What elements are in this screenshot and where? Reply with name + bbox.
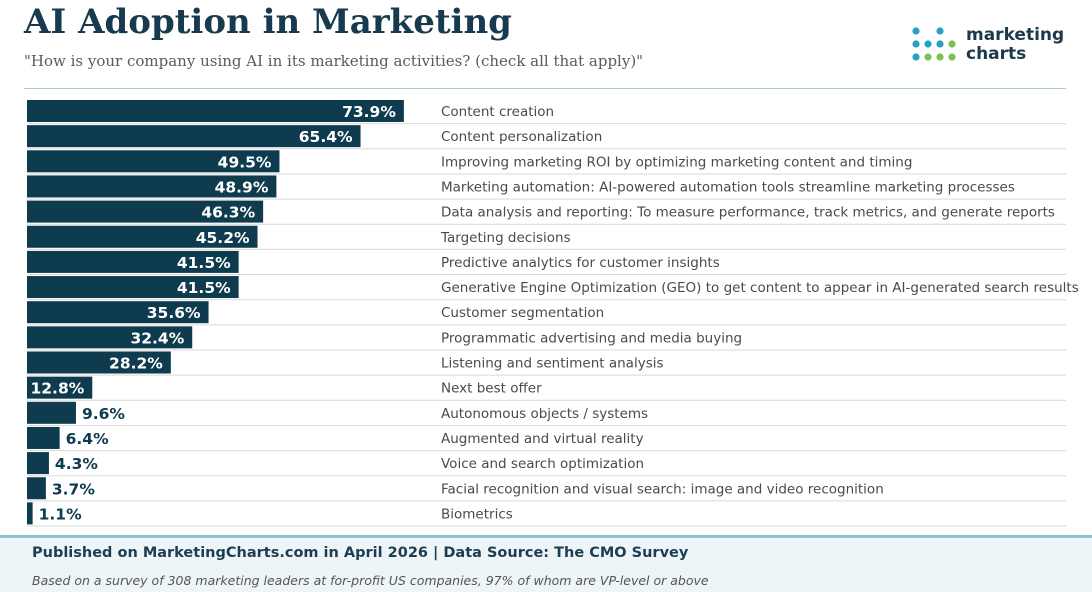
category-label: Listening and sentiment analysis (441, 356, 664, 372)
footer-divider (0, 535, 1092, 538)
bar (27, 301, 209, 324)
logo-dot (924, 53, 932, 61)
bar-value-label: 1.1% (39, 505, 82, 523)
bar-value-label: 73.9% (342, 103, 396, 121)
category-label: Programmatic advertising and media buyin… (441, 330, 742, 346)
bar (27, 225, 258, 248)
bar-value-label: 65.4% (299, 128, 353, 146)
category-label: Targeting decisions (440, 230, 571, 246)
bar (27, 175, 277, 198)
bar-value-label: 41.5% (177, 279, 231, 297)
bar (27, 276, 239, 299)
category-label: Autonomous objects / systems (441, 406, 648, 422)
bar-value-label: 32.4% (130, 329, 184, 347)
bar (27, 502, 33, 525)
category-label: Next best offer (441, 381, 542, 397)
logo-dot (936, 27, 944, 35)
bar (27, 150, 280, 173)
bar (27, 477, 46, 500)
logo-dot (912, 53, 920, 61)
bar-value-label: 49.5% (218, 153, 272, 171)
bar (27, 100, 404, 122)
bar-value-label: 9.6% (82, 405, 125, 423)
bar (27, 125, 361, 148)
bar-value-label: 41.5% (177, 254, 231, 272)
bar-value-label: 6.4% (66, 430, 109, 448)
category-label: Data analysis and reporting: To measure … (441, 205, 1055, 221)
logo-dot (948, 53, 956, 61)
bar (27, 250, 239, 273)
bar (27, 326, 193, 349)
logo-dot (936, 40, 944, 48)
logo-dot (912, 27, 920, 35)
chart-title: AI Adoption in Marketing (24, 2, 512, 42)
header-divider (24, 88, 1066, 89)
bar (27, 401, 76, 424)
logo-dot (948, 40, 956, 48)
logo-dots-icon (912, 27, 956, 61)
bar-value-label: 3.7% (52, 480, 95, 498)
category-label: Predictive analytics for customer insigh… (441, 255, 720, 271)
bar (27, 376, 93, 399)
category-label: Content personalization (441, 129, 602, 145)
chart-subtitle: "How is your company using AI in its mar… (24, 52, 644, 70)
bar-value-label: 46.3% (201, 204, 255, 222)
bar-value-label: 28.2% (109, 355, 163, 373)
category-label: Customer segmentation (441, 305, 604, 321)
bar-value-label: 12.8% (30, 380, 84, 398)
category-label: Generative Engine Optimization (GEO) to … (441, 280, 1079, 296)
logo-dot (936, 53, 944, 61)
bar-value-label: 45.2% (196, 229, 250, 247)
category-label: Marketing automation: AI-powered automat… (441, 179, 1015, 195)
bar-value-label: 4.3% (55, 455, 98, 473)
footer-background (0, 538, 1092, 592)
bar (27, 426, 60, 449)
category-label: Improving marketing ROI by optimizing ma… (441, 154, 912, 170)
bar (27, 200, 264, 223)
category-label: Voice and search optimization (441, 456, 644, 472)
bar (27, 452, 49, 475)
footer-source: Published on MarketingCharts.com in Apri… (32, 545, 689, 561)
logo-text-line1: marketing (966, 25, 1065, 45)
bar (27, 351, 171, 374)
logo-dot (912, 40, 920, 48)
category-label: Facial recognition and visual search: im… (441, 481, 884, 497)
bar-chart: 73.9% Content creation 65.4% Content person… (27, 100, 1079, 527)
bar-value-label: 48.9% (215, 178, 269, 196)
logo-text: marketing charts (966, 26, 1064, 64)
category-label: Content creation (441, 104, 554, 120)
footer-note: Based on a survey of 308 marketing leade… (32, 573, 709, 588)
marketingcharts-logo: marketing charts (912, 26, 1072, 68)
bar-value-label: 35.6% (147, 304, 201, 322)
category-label: Augmented and virtual reality (441, 431, 644, 447)
logo-text-line2: charts (966, 44, 1027, 64)
logo-dot (924, 40, 932, 48)
category-label: Biometrics (441, 506, 513, 522)
